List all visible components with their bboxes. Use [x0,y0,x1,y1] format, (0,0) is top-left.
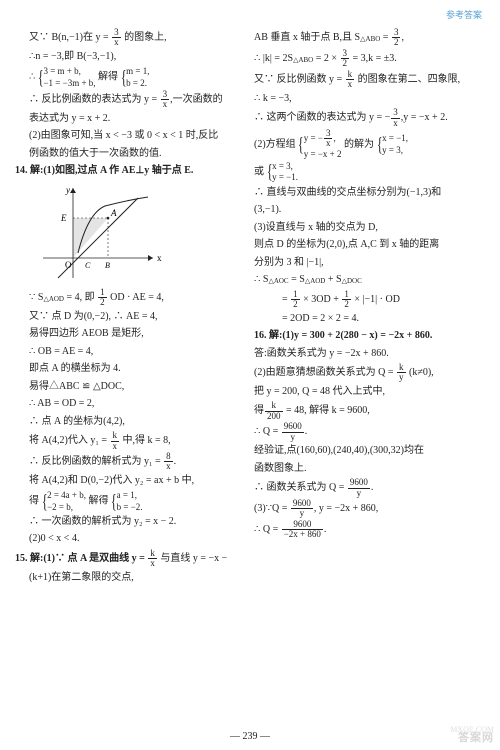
page-number: — 239 — [0,729,500,746]
text-line: ∴ 函数关系式为 Q = 9600y. [254,478,485,498]
equation-group: (2)方程组 { y = −3x, y = −x + 2 的解为 {x = −1… [254,129,485,160]
text-line: ∴ 点 A 的坐标为(4,2), [15,414,246,431]
content-area: 又∵ B(n,−1)在 y = 3x 的图象上, ∴n = −3,即 B(−3,… [0,0,500,587]
text-line: 又∵ 反比例函数 y = kx 的图象在第二、四象限, [254,70,485,90]
equation-group: ∴ {3 = m + b,−1 = −3m + b, 解得 {m = 1,b =… [15,66,246,89]
text-line: ∴ k = −3, [254,91,485,108]
text-line: 函数图象上. [254,461,485,478]
text-line: (2)由题意猜想函数关系式为 Q = ky (k≠0), [254,363,485,383]
text-line: ∴ 反比例函数的解析式为 y₁ = 8x. [15,452,246,472]
text-line: (2)由图象可知,当 x < −3 或 0 < x < 1 时,反比 [15,128,246,145]
text-line: 将 A(4,2)和 D(0,−2)代入 y₂ = ax + b 中, [15,473,246,490]
svg-text:A: A [110,208,117,218]
text-line: = 2OD = 2 × 2 = 4. [254,311,485,328]
svg-text:B: B [105,261,110,270]
text-line: 经验证,点(160,60),(240,40),(300,32)均在 [254,443,485,460]
svg-text:E: E [60,213,67,223]
text-line: ∴ |k| = 2S△ABO = 2 × 32 = 3,k = ±3. [254,49,485,69]
text-line: 表达式为 y = x + 2. [15,111,246,128]
text-line: 把 y = 200, Q = 48 代入上式中, [254,384,485,401]
text-line: ∴ 反比例函数的表达式为 y = 3x,一次函数的 [15,90,246,110]
text-line: ∴ 直线与双曲线的交点坐标分别为(−1,3)和 [254,185,485,202]
problem-15-header: 15. 解:(1)∵ 点 A 是双曲线 y = kx 与直线 y = −x − [15,549,246,569]
text-line: 得k200 = 48, 解得 k = 9600, [254,401,485,421]
text-line: ∴ S△AOC = S△AOD + S△DOC [254,272,485,289]
left-column: 又∵ B(n,−1)在 y = 3x 的图象上, ∴n = −3,即 B(−3,… [15,28,246,587]
text-line: ∴ Q = 9600y. [254,422,485,442]
text-line: 易得△ABC ≌ △DOC, [15,379,246,396]
text-line: ∴ Q = 9600−2x + 860. [254,520,485,540]
text-line: (k+1)在第二象限的交点, [15,570,246,587]
text-line: AB 垂直 x 轴于点 B,且 S△ABO = 32, [254,28,485,48]
text-line: (3,−1). [254,202,485,219]
problem-14-header: 14. 解:(1)如图,过点 A 作 AE⊥y 轴于点 E. [15,163,246,180]
right-column: AB 垂直 x 轴于点 B,且 S△ABO = 32, ∴ |k| = 2S△A… [254,28,485,587]
text-line: 将 A(4,2)代入 y₁ = kx 中,得 k = 8, [15,431,246,451]
problem-16-header: 16. 解:(1)y = 300 + 2(280 − x) = −2x + 86… [254,328,485,345]
svg-text:x: x [157,253,162,263]
text-line: ∴ OB = AE = 4, [15,344,246,361]
text-line: 分别为 3 和 |−1|, [254,255,485,272]
equation-group: 得 {2 = 4a + b,−2 = b, 解得 {a = 1,b = −2. [15,490,246,513]
text-line: ∴n = −3,即 B(−3,−1), [15,49,246,66]
svg-text:y: y [65,185,70,195]
text-line: ∵ S△AOD = 4, 即 12 OD · AE = 4, [15,288,246,308]
text-line: ∴ 这两个函数的表达式为 y = −3x,y = −x + 2. [254,108,485,128]
function-graph: x y O A E C B [33,183,163,283]
svg-text:C: C [85,261,91,270]
text-line: 易得四边形 AEOB 是矩形, [15,326,246,343]
equation-group: 或 {x = 3,y = −1. [254,161,485,184]
text-line: 又∵ 点 D 为(0,−2), ∴ AE = 4, [15,309,246,326]
text-line: ∴ AB = OD = 2, [15,396,246,413]
text-line: 答:函数关系式为 y = −2x + 860. [254,346,485,363]
text-line: (2)0 < x < 4. [15,531,246,548]
text-line: (3)设直线与 x 轴的交点为 D, [254,220,485,237]
header-title: 参考答案 [446,8,482,23]
watermark: 答案网 [458,729,494,747]
text-line: ∴ 一次函数的解析式为 y₂ = x − 2. [15,514,246,531]
text-line: 又∵ B(n,−1)在 y = 3x 的图象上, [15,28,246,48]
text-line: = 12 × 3OD + 12 × |−1| · OD [254,290,485,310]
text-line: (3)∵Q = 9600y, y = −2x + 860, [254,499,485,519]
text-line: 例函数的值大于一次函数的值. [15,146,246,163]
text-line: 则点 D 的坐标为(2,0),点 A,C 到 x 轴的距离 [254,237,485,254]
text-line: 即点 A 的横坐标为 4. [15,361,246,378]
